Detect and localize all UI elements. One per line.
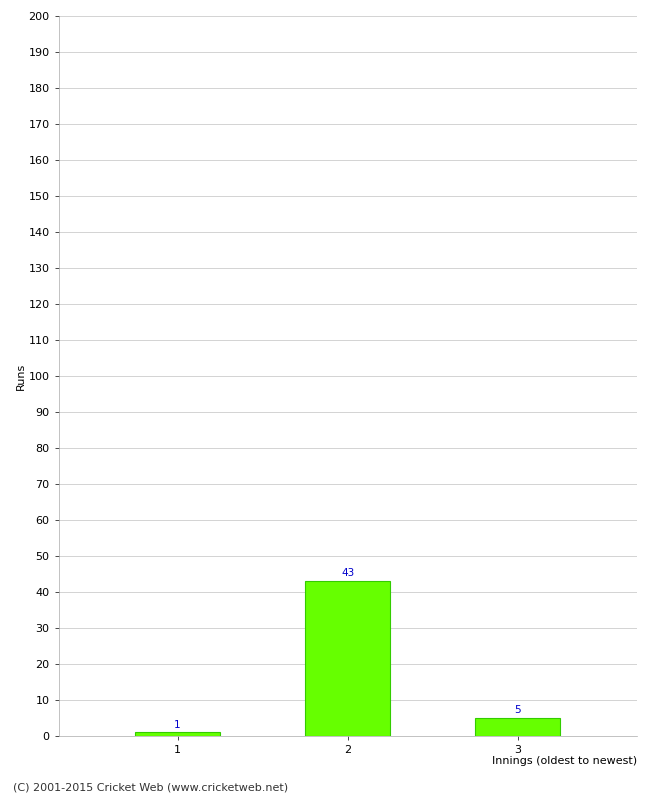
Bar	[135, 733, 220, 736]
Text: 5: 5	[515, 705, 521, 715]
Text: 1: 1	[174, 719, 181, 730]
Bar	[306, 581, 390, 736]
Y-axis label: Runs: Runs	[16, 362, 25, 390]
Bar	[475, 718, 560, 736]
Text: (C) 2001-2015 Cricket Web (www.cricketweb.net): (C) 2001-2015 Cricket Web (www.cricketwe…	[13, 782, 288, 792]
Text: 43: 43	[341, 568, 354, 578]
Text: Innings (oldest to newest): Innings (oldest to newest)	[492, 756, 637, 766]
